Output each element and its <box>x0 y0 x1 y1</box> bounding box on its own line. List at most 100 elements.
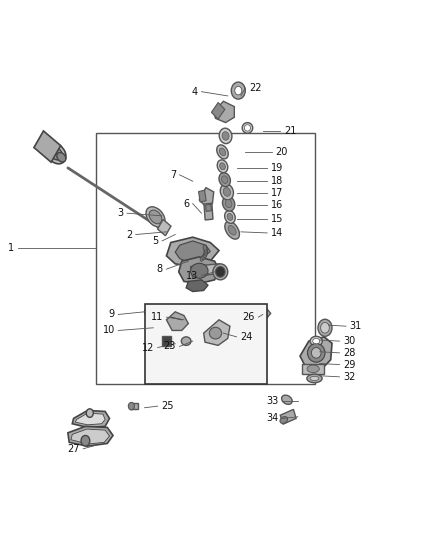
Ellipse shape <box>222 132 229 140</box>
Ellipse shape <box>219 148 226 156</box>
Circle shape <box>235 86 242 95</box>
Ellipse shape <box>310 376 319 381</box>
Ellipse shape <box>145 308 153 316</box>
Bar <box>198 190 206 202</box>
Circle shape <box>318 319 332 336</box>
Text: 33: 33 <box>267 396 279 406</box>
Text: 32: 32 <box>343 372 355 382</box>
Text: 7: 7 <box>170 170 176 180</box>
Bar <box>205 204 212 212</box>
Text: 24: 24 <box>240 332 252 342</box>
Text: 18: 18 <box>271 176 283 186</box>
Text: 13: 13 <box>186 271 198 280</box>
Bar <box>145 304 267 384</box>
Ellipse shape <box>313 338 320 344</box>
Text: 11: 11 <box>151 312 163 322</box>
Text: 9: 9 <box>109 310 115 319</box>
Ellipse shape <box>307 343 325 362</box>
Text: 8: 8 <box>157 264 163 274</box>
Polygon shape <box>204 320 230 345</box>
Ellipse shape <box>209 327 222 339</box>
Text: 1: 1 <box>8 243 14 253</box>
Ellipse shape <box>203 245 207 251</box>
Ellipse shape <box>204 249 208 255</box>
Ellipse shape <box>219 173 230 187</box>
Polygon shape <box>71 429 110 444</box>
Ellipse shape <box>282 395 292 405</box>
Bar <box>212 102 225 119</box>
Bar <box>130 403 138 409</box>
Polygon shape <box>72 410 110 427</box>
Ellipse shape <box>191 263 208 278</box>
Polygon shape <box>166 312 188 330</box>
Ellipse shape <box>204 247 208 253</box>
Ellipse shape <box>217 160 228 173</box>
Text: 2: 2 <box>126 230 132 239</box>
Ellipse shape <box>227 213 233 221</box>
Circle shape <box>128 402 134 410</box>
Bar <box>204 203 213 220</box>
Ellipse shape <box>215 266 225 277</box>
Polygon shape <box>214 101 234 123</box>
Text: 20: 20 <box>275 147 287 157</box>
Polygon shape <box>300 337 332 369</box>
Ellipse shape <box>146 207 165 227</box>
Polygon shape <box>166 237 219 266</box>
Text: 23: 23 <box>164 342 176 351</box>
Ellipse shape <box>225 221 240 239</box>
Text: 5: 5 <box>152 236 159 246</box>
Text: 27: 27 <box>67 444 80 454</box>
Text: 19: 19 <box>271 163 283 173</box>
Ellipse shape <box>46 143 66 164</box>
Text: 17: 17 <box>271 188 283 198</box>
Polygon shape <box>186 280 208 292</box>
Ellipse shape <box>57 152 66 162</box>
Text: 3: 3 <box>117 208 124 218</box>
Bar <box>34 131 61 162</box>
Text: 10: 10 <box>102 326 115 335</box>
Ellipse shape <box>311 348 321 358</box>
Circle shape <box>321 322 329 333</box>
Text: 6: 6 <box>183 199 189 208</box>
Polygon shape <box>179 257 219 284</box>
Ellipse shape <box>225 199 232 208</box>
Text: 28: 28 <box>343 348 355 358</box>
Circle shape <box>231 82 245 99</box>
Ellipse shape <box>307 365 319 373</box>
Ellipse shape <box>280 417 288 423</box>
Bar <box>151 327 160 332</box>
Ellipse shape <box>219 163 226 170</box>
Circle shape <box>86 409 93 417</box>
Ellipse shape <box>220 184 233 200</box>
Bar <box>280 409 296 424</box>
Bar <box>96 133 315 384</box>
Ellipse shape <box>217 145 228 159</box>
Ellipse shape <box>203 252 207 257</box>
Text: 16: 16 <box>271 200 283 210</box>
Polygon shape <box>175 241 210 262</box>
Ellipse shape <box>225 211 235 223</box>
Polygon shape <box>68 426 113 446</box>
Ellipse shape <box>307 374 322 383</box>
Ellipse shape <box>200 256 205 261</box>
Polygon shape <box>199 188 214 207</box>
Ellipse shape <box>242 123 253 133</box>
Ellipse shape <box>202 254 206 260</box>
Text: 14: 14 <box>271 228 283 238</box>
Text: 31: 31 <box>350 321 362 331</box>
Ellipse shape <box>181 337 191 345</box>
Ellipse shape <box>310 336 322 346</box>
Polygon shape <box>75 413 105 425</box>
Ellipse shape <box>228 225 236 235</box>
Ellipse shape <box>213 264 228 280</box>
Text: 34: 34 <box>267 414 279 423</box>
Text: 22: 22 <box>249 83 261 93</box>
Text: 29: 29 <box>343 360 355 369</box>
Polygon shape <box>258 308 271 319</box>
Ellipse shape <box>219 128 232 144</box>
Ellipse shape <box>149 210 162 224</box>
Ellipse shape <box>50 147 62 160</box>
Polygon shape <box>191 264 228 277</box>
Text: 25: 25 <box>161 401 174 411</box>
Circle shape <box>81 435 90 446</box>
